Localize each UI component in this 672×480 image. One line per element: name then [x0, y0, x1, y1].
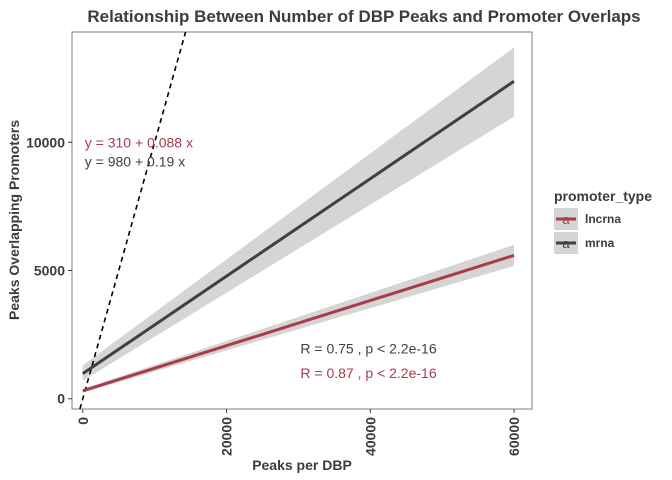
- y-tick-label: 10000: [26, 134, 65, 150]
- x-tick-label: 20000: [219, 417, 235, 456]
- annotation-lncrna: R = 0.87 , p < 2.2e-16: [300, 365, 436, 381]
- x-axis-title: Peaks per DBP: [252, 457, 352, 473]
- legend-key-glyph: a: [562, 212, 570, 227]
- legend-key-glyph: a: [562, 236, 570, 251]
- series-line-mrna: [81, 79, 515, 375]
- annotation-lncrna: y = 310 + 0.088 x: [85, 134, 193, 150]
- legend-label: lncrna: [585, 212, 621, 226]
- chart-title: Relationship Between Number of DBP Peaks…: [87, 7, 640, 26]
- legend-label: mrna: [585, 236, 615, 250]
- y-tick-label: 0: [57, 391, 65, 407]
- y-tick-label: 5000: [34, 263, 65, 279]
- y-axis: 0 5000 10000: [26, 134, 72, 407]
- x-tick-label: 40000: [362, 417, 378, 456]
- x-tick-label: 0: [75, 417, 91, 425]
- ci-ribbon-mrna: [82, 47, 515, 381]
- y-axis-title: Peaks Overlapping Promoters: [6, 120, 22, 320]
- legend-title: promoter_type: [554, 188, 652, 204]
- reference-line: [79, 32, 187, 409]
- x-tick-label: 60000: [506, 417, 522, 456]
- series-line-lncrna: [82, 253, 515, 393]
- annotation-mrna: y = 980 + 0.19 x: [85, 154, 185, 170]
- legend: promoter_type a lncrna a mrna: [554, 188, 652, 254]
- reference-line-group: [79, 32, 187, 409]
- regression-lines: [81, 79, 515, 393]
- annotation-mrna: R = 0.75 , p < 2.2e-16: [300, 341, 436, 357]
- x-axis: 0 20000 40000 60000: [75, 409, 522, 456]
- annotations: y = 310 + 0.088 x y = 980 + 0.19 x R = 0.7…: [85, 134, 437, 381]
- legend-item-mrna: a mrna: [554, 232, 615, 254]
- legend-item-lncrna: a lncrna: [554, 208, 621, 230]
